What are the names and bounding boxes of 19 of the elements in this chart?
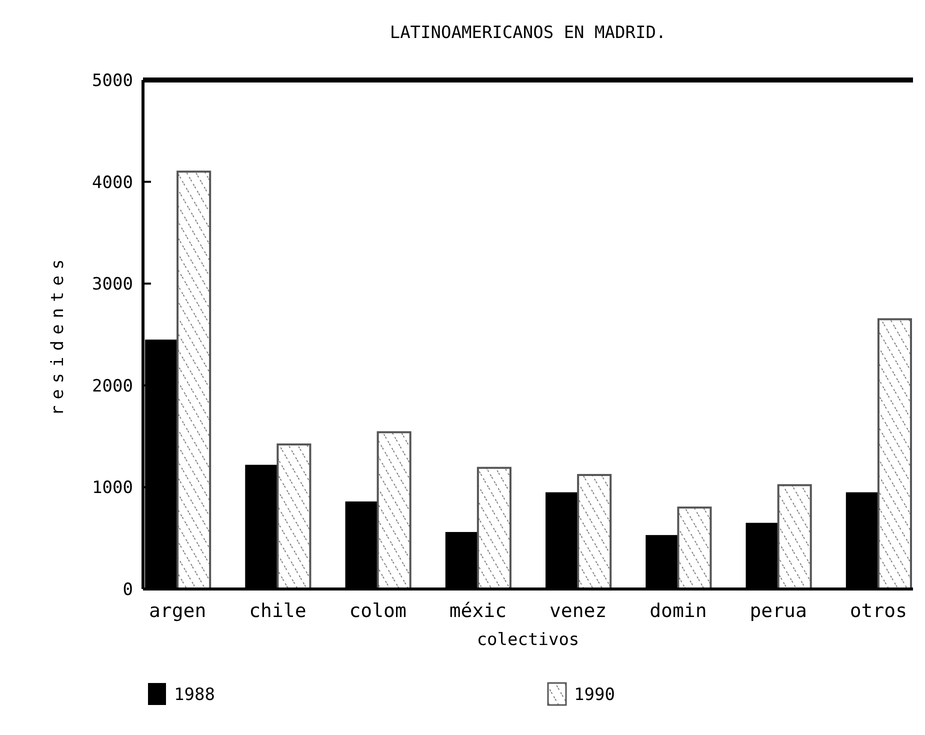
x-tick-label: venez <box>549 600 607 622</box>
y-tick-label: 0 <box>122 580 133 600</box>
x-axis-title: colectivos <box>476 630 580 650</box>
chart-title: LATINOAMERICANOS EN MADRID. <box>390 23 666 43</box>
x-tick-label: domin <box>650 600 707 622</box>
y-tick-label: 4000 <box>92 172 133 193</box>
y-tick-label: 3000 <box>92 274 133 295</box>
y-axis-title: residentes <box>48 253 68 416</box>
legend-label: 1990 <box>574 684 615 705</box>
y-tick-label: 5000 <box>92 70 133 91</box>
x-tick-label: chile <box>249 600 306 622</box>
x-tick-label: colom <box>349 600 406 622</box>
x-tick-label: argen <box>148 600 206 622</box>
x-tick-label: perua <box>750 600 807 622</box>
x-tick-label: otros <box>850 600 908 622</box>
y-tick-label: 2000 <box>92 376 133 396</box>
x-tick-label: méxic <box>449 600 507 622</box>
legend-label: 1988 <box>174 684 215 705</box>
y-tick-label: 1000 <box>92 478 133 498</box>
